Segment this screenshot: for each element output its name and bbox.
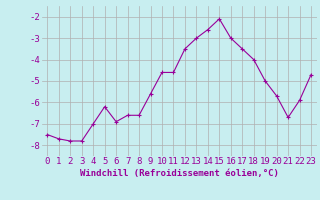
X-axis label: Windchill (Refroidissement éolien,°C): Windchill (Refroidissement éolien,°C) <box>80 169 279 178</box>
